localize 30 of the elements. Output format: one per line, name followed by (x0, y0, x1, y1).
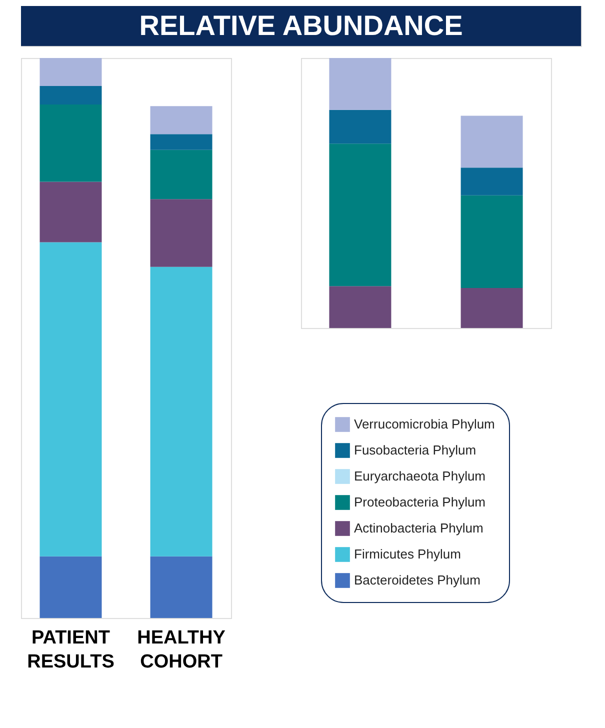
bar (40, 182, 102, 242)
legend-label: Firmicutes Phylum (354, 546, 461, 562)
text: RELATIVE ABUNDANCE (139, 10, 463, 41)
bar (329, 110, 392, 144)
bar (150, 199, 212, 267)
bar (329, 144, 392, 286)
bar (40, 242, 102, 556)
bar (460, 168, 523, 196)
bar (40, 86, 102, 104)
legend-label: Fusobacteria Phylum (354, 442, 476, 458)
bar (460, 288, 523, 328)
bar (150, 106, 212, 134)
bar (150, 556, 212, 618)
legend-label: Euryarchaeota Phylum (354, 468, 486, 484)
bar (329, 286, 392, 328)
bar (150, 134, 212, 150)
bar (150, 266, 212, 556)
x-tick-label: PATIENT RESULTS (27, 628, 114, 672)
bar (40, 104, 102, 182)
bar (40, 58, 102, 86)
legend-label: Actinobacteria Phylum (354, 520, 484, 536)
bar (329, 58, 392, 110)
legend-label: Bacteroidetes Phylum (354, 572, 480, 588)
bar (150, 150, 212, 200)
bar (460, 195, 523, 288)
bar (40, 556, 102, 618)
legend-label: Proteobacteria Phylum (354, 494, 486, 510)
legend-label: Verrucomicrobia Phylum (354, 416, 495, 432)
x-tick-label: HEALTHY COHORT (137, 628, 226, 672)
bar (460, 116, 523, 168)
